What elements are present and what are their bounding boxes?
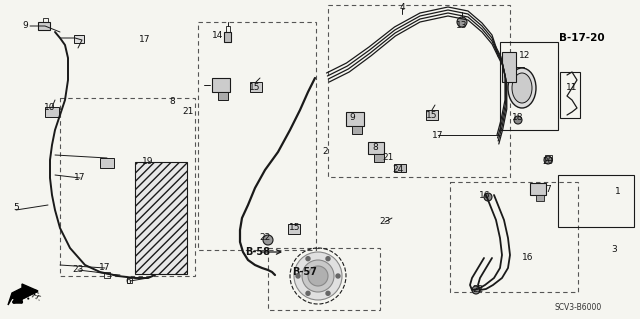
Text: 15: 15 [249,84,260,93]
Text: 22: 22 [259,234,271,242]
Bar [368,142,384,154]
Text: 21: 21 [182,108,194,116]
Circle shape [326,257,330,261]
Bar [346,112,364,126]
Circle shape [336,274,340,278]
Bar [250,82,262,92]
Text: 14: 14 [212,31,224,40]
Text: 2: 2 [322,147,328,157]
Text: 12: 12 [519,50,531,60]
Text: 9: 9 [349,114,355,122]
Bar [74,35,84,43]
Circle shape [294,252,342,300]
Ellipse shape [512,73,532,103]
Bar [212,78,230,92]
Bar [560,72,580,118]
Bar [352,126,362,134]
Bar [530,183,546,195]
Text: 24: 24 [392,166,404,174]
Text: B-58: B-58 [246,247,271,257]
Bar [268,248,380,310]
Text: 8: 8 [372,144,378,152]
Text: 9: 9 [22,20,28,29]
Circle shape [472,286,480,294]
Circle shape [484,193,492,201]
Text: 19: 19 [142,158,154,167]
Bar [100,158,114,168]
Text: B-57: B-57 [292,267,317,277]
Bar [135,162,187,274]
Circle shape [544,156,552,164]
Text: 15: 15 [426,110,438,120]
Text: 22: 22 [472,286,484,294]
Text: 5: 5 [13,204,19,212]
Bar [328,5,510,177]
Circle shape [326,291,330,295]
Circle shape [457,17,467,27]
Bar [502,52,516,82]
Bar [198,22,316,250]
Text: 18: 18 [512,114,524,122]
Bar [218,92,228,100]
Text: 17: 17 [74,174,86,182]
Text: Fr.: Fr. [30,291,44,303]
Text: 23: 23 [72,265,84,275]
Bar [127,278,132,283]
Text: 7: 7 [545,186,551,195]
Circle shape [302,260,334,292]
Text: 1: 1 [615,188,621,197]
Text: 16: 16 [522,254,534,263]
Bar [43,18,48,22]
Text: SCV3-B6000: SCV3-B6000 [555,303,602,313]
Text: Fr.: Fr. [16,288,32,302]
Text: 20: 20 [542,158,554,167]
Text: 17: 17 [140,35,151,44]
Bar [545,155,552,160]
Bar [60,98,195,276]
Circle shape [296,274,300,278]
Ellipse shape [508,68,536,108]
Text: B-17-20: B-17-20 [559,33,605,43]
Bar [104,272,110,278]
Bar [394,164,406,172]
Circle shape [514,116,522,124]
Bar [426,110,438,120]
Circle shape [306,257,310,261]
Circle shape [306,291,310,295]
Bar [374,154,384,162]
Text: 21: 21 [382,153,394,162]
Bar [536,195,544,201]
Text: 23: 23 [380,218,390,226]
Text: 3: 3 [611,246,617,255]
Text: 11: 11 [566,84,578,93]
Bar [450,182,578,292]
Bar [224,32,231,42]
Text: 4: 4 [399,4,405,12]
Bar [45,107,59,117]
Circle shape [308,266,328,286]
Bar [226,26,230,32]
Text: 8: 8 [169,98,175,107]
Text: 15: 15 [289,224,301,233]
Text: 13: 13 [456,20,468,29]
Text: 16: 16 [479,190,491,199]
Text: 10: 10 [44,103,56,113]
Bar [38,22,50,30]
Bar [558,175,634,227]
Text: 6: 6 [125,277,131,286]
Text: 17: 17 [99,263,111,272]
Circle shape [263,235,273,245]
Polygon shape [8,284,38,305]
Bar [288,224,300,234]
Text: 17: 17 [432,130,444,139]
Bar [500,42,558,130]
